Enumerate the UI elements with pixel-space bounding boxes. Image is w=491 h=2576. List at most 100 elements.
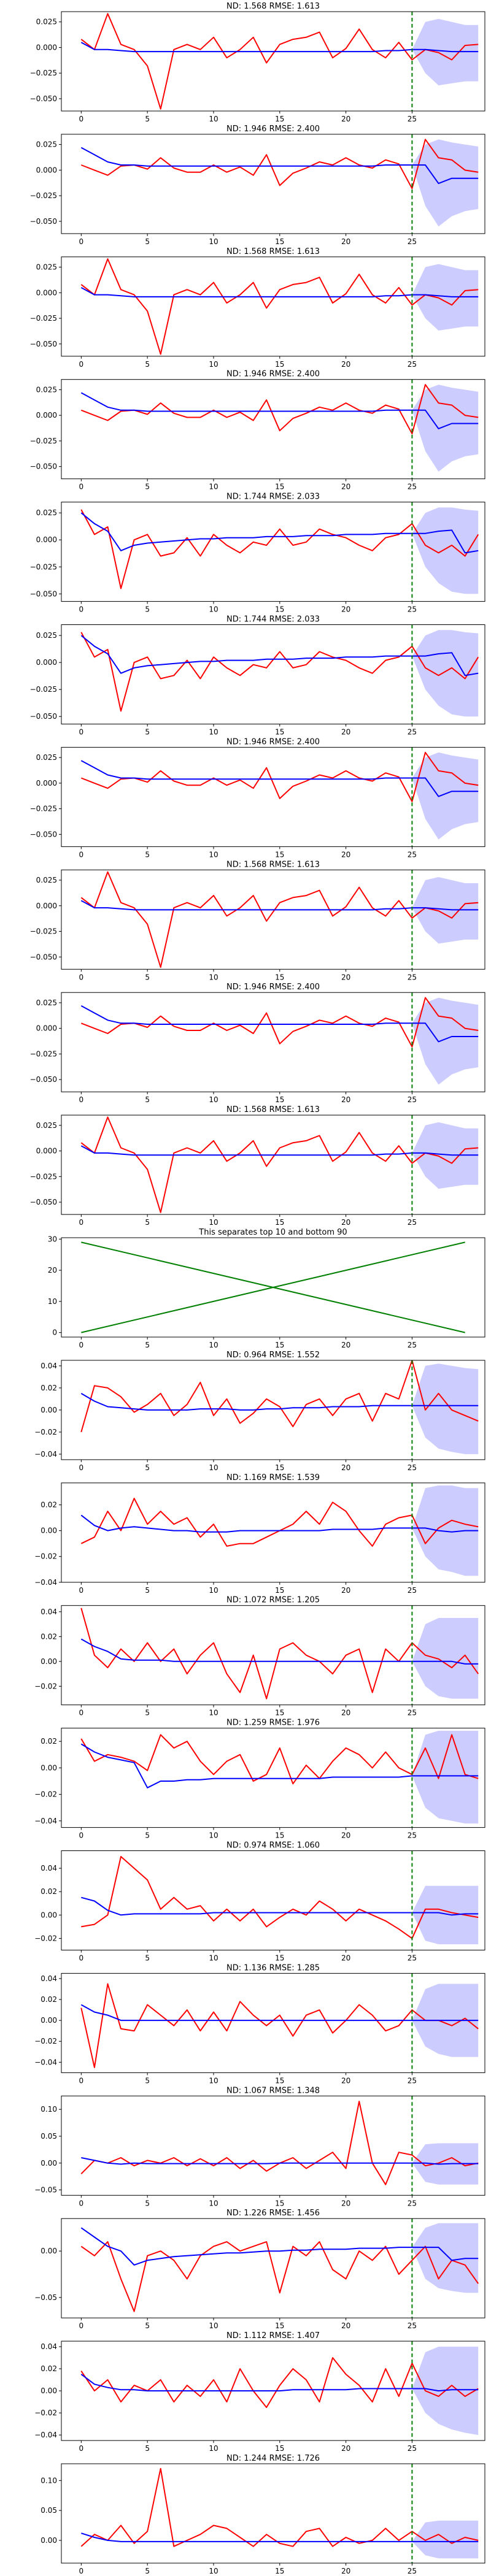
baseline-line xyxy=(80,2004,479,2022)
x-tick-label: 15 xyxy=(275,1341,284,1349)
y-tick-label: −0.050 xyxy=(30,1075,57,1084)
x-tick-label: 0 xyxy=(79,1586,84,1595)
x-tick-label: 20 xyxy=(341,1831,350,1840)
confidence-band xyxy=(412,877,479,944)
subplot-title: ND: 1.946 RMSE: 2.400 xyxy=(226,370,320,379)
x-tick-label: 20 xyxy=(341,115,350,123)
y-tick-label: −0.04 xyxy=(34,2431,57,2439)
x-tick-label: 10 xyxy=(209,1709,218,1717)
axes-frame xyxy=(61,256,485,357)
y-tick-label: 0.000 xyxy=(36,43,57,52)
forecast-line xyxy=(80,751,479,802)
y-tick-label: −0.02 xyxy=(34,1934,57,1942)
axes-frame xyxy=(61,134,485,234)
x-tick-label: 10 xyxy=(209,1831,218,1840)
x-tick-label: 20 xyxy=(341,2444,350,2453)
y-tick-label: 0.04 xyxy=(41,1362,57,1370)
subplot-14: ND: 1.072 RMSE: 1.205 0 5 10 15 20 25 −0.02 0.00… xyxy=(34,1596,485,1717)
subplot-21: ND: 1.244 RMSE: 1.726 0 5 10 15 20 25 0.00 0.05 0… xyxy=(41,2454,485,2575)
subplot-title: ND: 1.244 RMSE: 1.726 xyxy=(226,2454,320,2463)
subplot-13: ND: 1.169 RMSE: 1.539 0 5 10 15 20 25 −0.04 −0.0… xyxy=(34,1473,485,1595)
y-tick-label: 0.04 xyxy=(41,1864,57,1873)
x-tick-label: 20 xyxy=(341,2321,350,2330)
y-tick-label: −0.025 xyxy=(30,1049,57,1058)
subplot-6: ND: 1.744 RMSE: 2.033 0 5 10 15 20 25 −0.050 −0.… xyxy=(30,615,485,737)
y-tick-label: 0.000 xyxy=(36,658,57,667)
axes-frame xyxy=(61,992,485,1092)
plot-area xyxy=(80,12,479,111)
axes-frame xyxy=(61,11,485,112)
x-tick-label: 15 xyxy=(275,2567,284,2575)
x-tick-label: 15 xyxy=(275,2444,284,2453)
x-tick-label: 5 xyxy=(145,1954,150,1963)
x-tick-label: 10 xyxy=(209,2567,218,2575)
y-tick-label: 0.05 xyxy=(41,2506,57,2515)
x-tick-label: 5 xyxy=(145,1709,150,1717)
axes-frame xyxy=(61,1114,485,1215)
baseline-line xyxy=(80,2227,479,2266)
y-tick-label: −0.050 xyxy=(30,94,57,103)
x-tick-label: 20 xyxy=(341,728,350,737)
forecast-line xyxy=(80,1360,479,1433)
x-tick-label: 15 xyxy=(275,2199,284,2207)
forecast-line xyxy=(80,258,479,355)
x-tick-label: 25 xyxy=(408,1463,417,1472)
y-tick-label: 0.00 xyxy=(41,1763,57,1772)
y-tick-label: 20 xyxy=(48,1266,57,1275)
x-tick-label: 25 xyxy=(408,2199,417,2207)
subplot-title: ND: 1.568 RMSE: 1.613 xyxy=(226,1105,320,1114)
y-tick-label: 0.00 xyxy=(41,2016,57,2025)
x-tick-label: 5 xyxy=(145,973,150,981)
y-tick-label: −0.02 xyxy=(34,1552,57,1561)
subplot-17: ND: 1.136 RMSE: 1.285 0 5 10 15 20 25 −0.04 −0.0… xyxy=(34,1963,485,2085)
x-tick-label: 25 xyxy=(408,1709,417,1717)
subplot-16: ND: 0.974 RMSE: 1.060 0 5 10 15 20 25 −0.02 0.00… xyxy=(34,1841,485,1963)
x-tick-label: 5 xyxy=(145,360,150,369)
x-tick-label: 15 xyxy=(275,1709,284,1717)
y-tick-label: −0.02 xyxy=(34,2409,57,2417)
x-tick-label: 20 xyxy=(341,1954,350,1963)
subplot-title: ND: 0.974 RMSE: 1.060 xyxy=(226,1841,320,1850)
y-tick-label: −0.025 xyxy=(30,562,57,571)
y-tick-label: 0.000 xyxy=(36,535,57,544)
forecast-line xyxy=(80,139,479,190)
x-tick-label: 15 xyxy=(275,2321,284,2330)
x-tick-label: 25 xyxy=(408,1954,417,1963)
axes-frame xyxy=(61,1482,485,1583)
confidence-band xyxy=(412,139,479,227)
subplot-title: ND: 1.568 RMSE: 1.613 xyxy=(226,2,320,11)
x-tick-label: 25 xyxy=(408,1586,417,1595)
x-tick-label: 10 xyxy=(209,2199,218,2207)
x-tick-label: 10 xyxy=(209,1095,218,1104)
y-tick-label: −0.025 xyxy=(30,69,57,77)
forecast-line xyxy=(80,1983,479,2068)
x-tick-label: 20 xyxy=(341,1218,350,1227)
axes-frame xyxy=(61,2463,485,2564)
subplot-title: ND: 1.226 RMSE: 1.456 xyxy=(226,2209,320,2218)
y-tick-label: 0.02 xyxy=(41,1384,57,1392)
x-tick-label: 0 xyxy=(79,1954,84,1963)
y-tick-label: 10 xyxy=(48,1297,57,1306)
x-tick-label: 0 xyxy=(79,1095,84,1104)
forecast-line xyxy=(80,2241,479,2312)
x-tick-label: 0 xyxy=(79,2567,84,2575)
y-tick-label: 0.000 xyxy=(36,411,57,420)
plot-area xyxy=(80,624,479,724)
x-tick-label: 20 xyxy=(341,1095,350,1104)
forecast-line xyxy=(80,384,479,435)
plot-area xyxy=(80,747,479,847)
x-tick-label: 5 xyxy=(145,1095,150,1104)
x-tick-label: 20 xyxy=(341,2199,350,2207)
x-tick-label: 5 xyxy=(145,1463,150,1472)
y-tick-label: 0.025 xyxy=(36,1121,57,1130)
x-tick-label: 5 xyxy=(145,2199,150,2207)
x-tick-label: 0 xyxy=(79,2444,84,2453)
subplot-title: ND: 1.744 RMSE: 2.033 xyxy=(226,615,320,624)
plot-area xyxy=(80,2218,479,2318)
y-tick-label: 0.000 xyxy=(36,288,57,297)
x-tick-label: 20 xyxy=(341,2076,350,2085)
subplot-18: ND: 1.067 RMSE: 1.348 0 5 10 15 20 25 −0.05 0.00… xyxy=(34,2086,485,2207)
y-tick-label: −0.025 xyxy=(30,805,57,813)
y-tick-label: 0.025 xyxy=(36,18,57,26)
